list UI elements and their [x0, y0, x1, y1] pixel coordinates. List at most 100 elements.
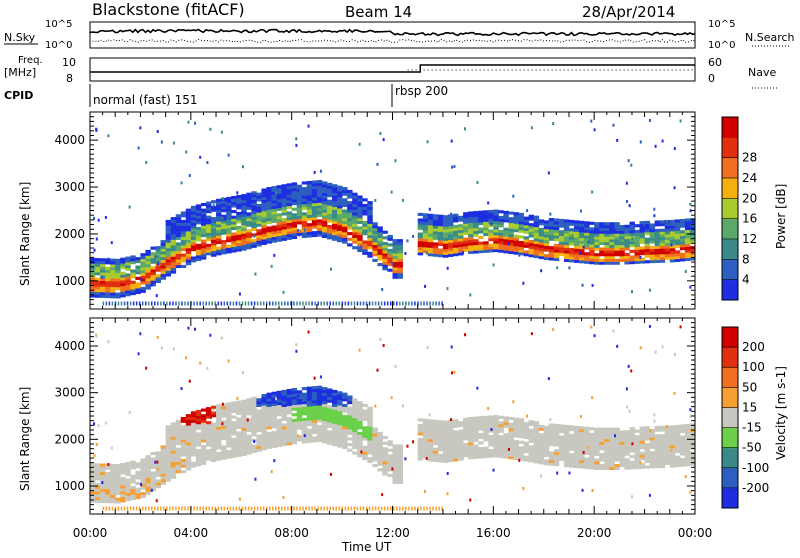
power-cell-1589: [624, 255, 630, 259]
velocity-cell-1438: [568, 444, 575, 449]
power-speckle-121: [530, 126, 533, 130]
velocity-cell-89: [120, 476, 126, 481]
power-cell-1407: [558, 247, 565, 251]
velocity-cell-229: [170, 430, 177, 435]
velocity-cell-285: [185, 419, 192, 423]
velocity-cell-1521: [599, 452, 605, 456]
power-cell-1182: [473, 239, 479, 243]
velocity-cell-572: [266, 406, 272, 410]
velocity-cell-1328: [528, 448, 535, 452]
power-near-range: [205, 301, 207, 306]
velocity-cell-47: [105, 483, 111, 487]
velocity-cell-1246: [498, 452, 504, 456]
power-cell-801: [332, 237, 338, 241]
power-cell-1718: [669, 228, 676, 232]
power-cell-88: [120, 274, 126, 278]
velocity-cell-870: [347, 409, 353, 413]
velocity-cell-1099: [442, 443, 449, 447]
velocity-cell-1625: [634, 429, 640, 433]
power-cell-196: [165, 264, 172, 269]
velocity-cell-935: [367, 437, 373, 441]
power-cell-266: [180, 214, 187, 218]
power-cell-1767: [689, 248, 695, 253]
velocity-cell-193: [165, 478, 172, 482]
power-cell-450: [236, 242, 242, 246]
power-cell-1692: [659, 220, 666, 224]
velocity-cell-1611: [629, 429, 635, 434]
velocity-cell-491: [246, 437, 252, 441]
velocity-cell-1024: [417, 454, 424, 458]
velocity-cell-415: [226, 444, 232, 448]
velocity-cell-1543: [604, 430, 610, 434]
power-cell-1054: [427, 241, 434, 246]
power-cell-633: [281, 187, 288, 191]
velocity-cell-1183: [473, 438, 479, 443]
velocity-cell-540: [261, 444, 267, 448]
velocity-cell-197: [165, 467, 172, 471]
velocity-cell-275: [185, 447, 192, 451]
power-cell-542: [261, 233, 267, 237]
power-cell-1280: [508, 225, 514, 229]
velocity-cell-902: [357, 431, 363, 435]
power-cell-1120: [447, 220, 454, 224]
power-cell-1193: [478, 247, 484, 251]
power-cell-1621: [634, 238, 640, 242]
velocity-near-range: [102, 506, 105, 511]
velocity-cell-936: [367, 434, 373, 438]
power-cell-970: [377, 232, 383, 236]
power-cell-1434: [568, 253, 575, 257]
power-speckle-49: [631, 236, 634, 240]
power-cell-1122: [447, 214, 454, 218]
power-cell-401: [221, 228, 227, 232]
power-cell-809: [332, 215, 338, 219]
power-cell-902: [357, 226, 363, 230]
velocity-near-range: [314, 506, 316, 511]
velocity-cell-1425: [563, 441, 570, 445]
power-cell-1787: [695, 226, 700, 229]
velocity-near-range: [169, 506, 171, 511]
power-cell-901: [357, 229, 363, 233]
velocity-cell-723: [306, 389, 313, 393]
power-speckle-31: [95, 237, 98, 241]
power-cell-918: [362, 232, 368, 236]
velocity-cell-813: [332, 409, 338, 413]
power-cell-1077: [432, 217, 439, 221]
velocity-speckle-27: [154, 460, 157, 464]
power-cell-238: [175, 250, 182, 254]
power-cell-780: [321, 187, 328, 191]
velocity-cell-1449: [574, 453, 580, 457]
velocity-cell-760: [316, 391, 323, 395]
power-cell-454: [236, 231, 242, 235]
velocity-cell-1110: [447, 453, 454, 457]
velocity-speckle-52: [579, 415, 582, 419]
power-cell-896: [357, 243, 363, 247]
power-cell-487: [246, 243, 252, 247]
power-cell-868: [347, 209, 353, 213]
power-cell-602: [276, 224, 282, 228]
velocity-near-range: [393, 506, 395, 511]
velocity-cell-1637: [639, 429, 645, 433]
power-cell-1611: [629, 224, 635, 228]
power-cell-1016: [397, 255, 403, 260]
velocity-cell-373: [211, 414, 217, 418]
velocity-cell-1200: [478, 424, 484, 428]
velocity-cell-459: [236, 420, 242, 424]
power-cell-1273: [508, 245, 514, 249]
power-near-range: [141, 301, 144, 306]
velocity-cell-230: [170, 428, 177, 432]
velocity-cell-213: [170, 475, 177, 479]
velocity-cell-1563: [614, 455, 620, 459]
nsearch-label: N.Search: [745, 31, 795, 44]
power-cell-1450: [574, 245, 580, 249]
velocity-cell-158: [150, 479, 156, 484]
power-speckle-94: [653, 214, 656, 218]
power-cell-1197: [478, 230, 484, 234]
velocity-cell-1044: [422, 432, 429, 436]
power-cell-1124: [453, 250, 459, 254]
power-cell-248: [175, 219, 182, 223]
power-cell-749: [316, 219, 323, 223]
power-cell-1201: [478, 216, 484, 220]
power-cell-76: [115, 270, 121, 274]
power-cell-1460: [579, 260, 585, 264]
velocity-near-range: [341, 506, 344, 511]
